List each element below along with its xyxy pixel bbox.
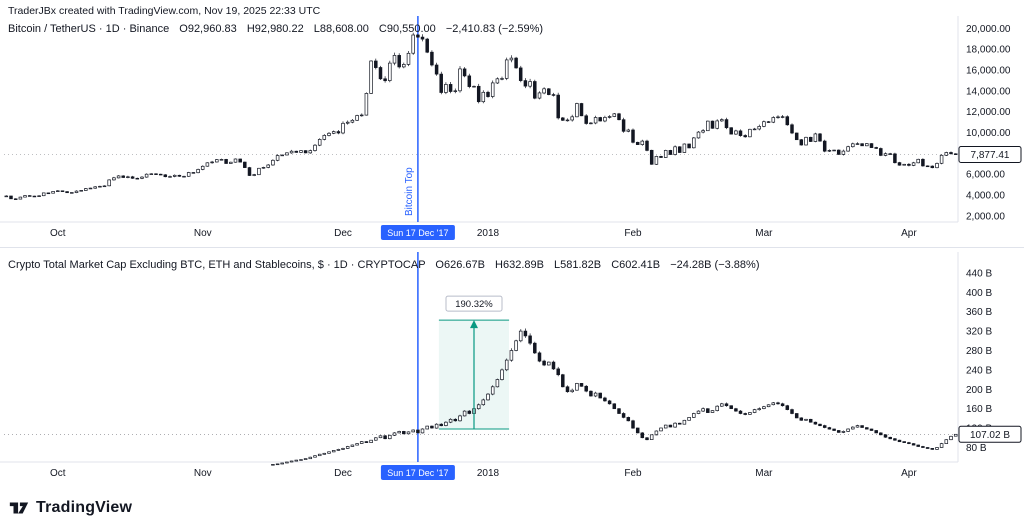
svg-text:107.02 B: 107.02 B [970,430,1010,441]
pane1-legend: Bitcoin / TetherUS · 1D · Binance O92,96… [8,23,543,35]
price-tick-label: 80 B [966,443,987,454]
pane2-close-value: C602.41B [611,259,661,271]
price-tick-label: 160 B [966,404,992,415]
pane2-symbol-title[interactable]: Crypto Total Market Cap Excluding BTC, E… [8,259,426,271]
price-tick-label: 10,000.00 [966,128,1011,139]
price-tick-label: 12,000.00 [966,107,1011,118]
event-line-label: Bitcoin Top [404,167,415,216]
measurement-arrow: 190.32% [445,295,503,429]
time-tick-label: Nov [194,228,212,239]
price-tick-label: 280 B [966,346,992,357]
price-tick-label: 2,000.00 [966,211,1005,222]
price-tick-label: 6,000.00 [966,170,1005,181]
pane2-change-value: −24.28B (−3.88%) [670,259,760,271]
time-tick-label: 2018 [477,468,500,479]
time-tick-label: Oct [50,468,66,479]
candles [271,330,958,466]
time-tick-label: Nov [194,468,212,479]
time-tick-label: 2018 [477,228,500,239]
pane1-low-value: L88,608.00 [313,23,369,35]
time-tick-label: Mar [755,228,773,239]
price-tick-label: 320 B [966,327,992,338]
tradingview-logo[interactable]: TradingView [8,497,132,519]
pane2-legend: Crypto Total Market Cap Excluding BTC, E… [8,259,760,271]
pane2-high-value: H632.89B [495,259,544,271]
time-tick-label: Apr [901,228,917,239]
brand-name: TradingView [36,499,133,516]
price-tick-label: 440 B [966,268,992,279]
event-date-badge[interactable]: Sun 17 Dec '17 [380,225,455,240]
price-tick-label: 16,000.00 [966,65,1011,76]
event-date-badge[interactable]: Sun 17 Dec '17 [380,465,455,480]
svg-text:Sun 17 Dec '17: Sun 17 Dec '17 [387,468,448,478]
pane-separator[interactable] [0,247,1024,248]
last-price-badge[interactable]: 107.02 B [958,425,1022,443]
price-tick-label: 4,000.00 [966,190,1005,201]
candle-wicks [272,328,957,465]
measurement-label [445,295,503,312]
time-tick-label: Feb [624,228,642,239]
pane2-open-value: O626.67B [435,259,485,271]
pane1-high-value: H92,980.22 [246,23,304,35]
time-tick-label: Feb [624,468,642,479]
time-tick-label: Dec [334,228,352,239]
pane1-symbol-title[interactable]: Bitcoin / TetherUS · 1D · Binance [8,23,170,35]
price-tick-label: 20,000.00 [966,24,1011,35]
last-price-badge[interactable]: 7,877.41 [958,146,1022,163]
price-tick-label: 240 B [966,365,992,376]
svg-text:190.32%: 190.32% [455,299,493,310]
pane1-change-value: −2,410.83 (−2.59%) [445,23,544,35]
price-tick-label: 360 B [966,307,992,318]
price-tick-label: 18,000.00 [966,45,1011,56]
pane1-open-value: O92,960.83 [179,23,237,35]
svg-text:Sun 17 Dec '17: Sun 17 Dec '17 [387,228,448,238]
price-chart-pane[interactable]: 2,000.004,000.006,000.008,000.0010,000.0… [0,16,1024,242]
time-tick-label: Mar [755,468,773,479]
price-tick-label: 14,000.00 [966,86,1011,97]
pane1-close-value: C90,550.00 [378,23,436,35]
candle-wicks [5,32,957,200]
attribution-text: TraderJBx created with TradingView.com, … [8,5,321,17]
price-tick-label: 400 B [966,288,992,299]
time-tick-label: Apr [901,468,917,479]
svg-text:7,877.41: 7,877.41 [971,150,1010,161]
price-tick-label: 200 B [966,385,992,396]
candles [4,34,958,200]
pane2-low-value: L581.82B [554,259,602,271]
tradingview-logo-icon [8,497,30,519]
time-tick-label: Oct [50,228,66,239]
time-tick-label: Dec [334,468,352,479]
